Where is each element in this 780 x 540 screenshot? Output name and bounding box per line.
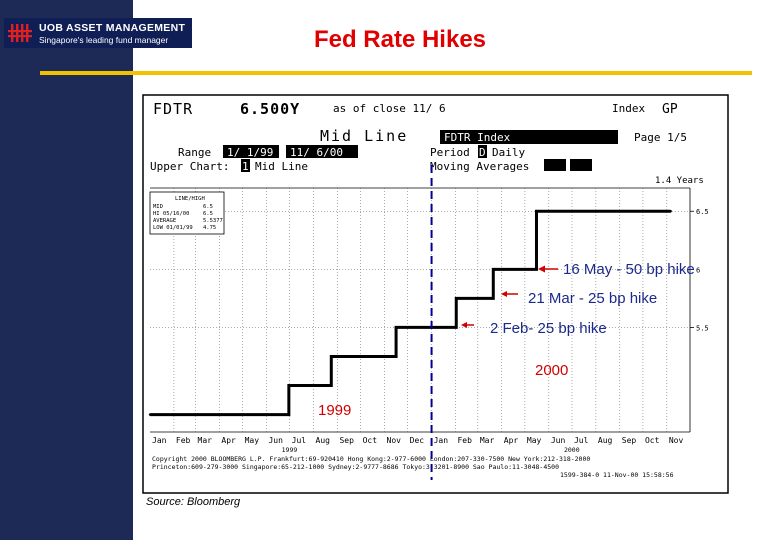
month-tick-label: Jul: [574, 436, 589, 445]
month-tick-label: Sep: [339, 436, 354, 445]
legend-box: [149, 191, 225, 235]
month-tick-label: Aug: [316, 436, 331, 445]
legend-row-label: HI 05/16/00: [153, 211, 189, 217]
uob-logo-icon: [8, 24, 32, 42]
period-value: Daily: [492, 146, 525, 159]
month-tick-label: Dec: [410, 436, 425, 445]
range-to-box: [286, 145, 358, 158]
upper-chart-num-box: [241, 159, 250, 172]
month-tick-label: Jul: [292, 436, 307, 445]
title-rule: [40, 71, 752, 75]
month-tick-label: Nov: [669, 436, 684, 445]
mid-line-label: Mid Line: [320, 127, 408, 145]
month-tick-label: Nov: [387, 436, 402, 445]
month-tick-label: Oct: [645, 436, 660, 445]
month-tick-label: Jan: [434, 436, 449, 445]
upper-chart-label: Upper Chart:: [150, 160, 229, 173]
logo-tagline: Singapore's leading fund manager: [39, 35, 169, 45]
month-tick-label: Jun: [551, 436, 566, 445]
y-tick-label: 6: [696, 266, 700, 274]
moving-averages-label: Moving Averages: [430, 160, 529, 173]
legend-title: LINE/HIGH: [175, 196, 205, 202]
month-tick-label: Feb: [457, 436, 472, 445]
fdtr-step-point: [148, 413, 152, 416]
annotation-feb: 2 Feb- 25 bp hike: [461, 320, 607, 337]
security-box: [440, 130, 618, 144]
ticker-label: FDTR: [153, 100, 193, 118]
security-label: FDTR Index: [444, 131, 511, 144]
month-tick-label: Jan: [152, 436, 167, 445]
annotation-1999: 1999: [318, 402, 351, 419]
legend-row-value: 6.5: [203, 211, 213, 217]
period-label: Period: [430, 146, 470, 159]
month-tick-label: Jun: [268, 436, 283, 445]
month-tick-label: Oct: [363, 436, 378, 445]
month-tick-label: Feb: [176, 436, 191, 445]
month-tick-label: May: [245, 436, 260, 445]
footer-line-3: 1599-384-0 11-Nov-00 15:58:56: [560, 471, 674, 479]
upper-chart-num: 1: [242, 160, 249, 173]
year-label-1999: 1999: [282, 446, 298, 454]
y-tick-label: 5.5: [696, 324, 709, 332]
legend-row-label: LOW 01/01/99: [153, 225, 193, 231]
legend-rows: MID 6.5 HI 05/16/00 6.5 AVERAGE 5.5377 LOW 01/…: [153, 204, 223, 231]
as-of-label: as of close 11/ 6: [333, 102, 446, 115]
annotation-mar-text: 21 Mar - 25 bp hike: [528, 290, 657, 307]
rate-value: 6.500Y: [240, 100, 300, 118]
fdtr-step-point: [669, 210, 672, 213]
annotation-mar: 21 Mar - 25 bp hike: [501, 290, 657, 307]
sidebar-panel: [0, 0, 133, 540]
fdtr-step-point: [535, 210, 538, 213]
upper-chart-value: Mid Line: [255, 160, 308, 173]
legend-row-value: 6.5: [203, 204, 213, 210]
source-label: Source: Bloomberg: [146, 496, 241, 508]
logo-title: UOB ASSET MANAGEMENT: [39, 22, 186, 34]
annotation-2000: 2000: [535, 362, 568, 379]
fdtr-series-line: [150, 209, 671, 417]
fdtr-step-point: [287, 384, 291, 387]
month-tick-label: Mar: [198, 436, 213, 445]
gp-label: GP: [662, 102, 678, 117]
footer-line-1: Copyright 2000 BLOOMBERG L.P. Frankfurt:…: [152, 455, 590, 463]
month-tick-label: Apr: [221, 436, 236, 445]
legend-row-value: 5.5377: [203, 218, 223, 224]
month-tick-label: Sep: [622, 436, 637, 445]
y-tick-label: 6.5: [696, 208, 709, 216]
range-to: 11/ 6/00: [290, 146, 343, 159]
page-label: Page 1/5: [634, 131, 687, 144]
legend-row-label: AVERAGE: [153, 218, 176, 224]
fdtr-step-point: [394, 326, 398, 329]
ma-box-1: [544, 159, 566, 171]
fdtr-step-point: [492, 268, 495, 271]
month-tick-label: May: [527, 436, 542, 445]
plot-area: Jan Feb Mar Apr May Jun Jul Aug Sep Oct Nov Dec Jan F…: [148, 165, 709, 480]
legend-row-value: 4.75: [203, 225, 216, 231]
fdtr-step-point: [330, 355, 333, 358]
month-tick-label: Aug: [598, 436, 613, 445]
years-label: 1.4 Years: [655, 176, 704, 186]
month-tick-label: Apr: [504, 436, 519, 445]
slide-title: Fed Rate Hikes: [313, 26, 487, 53]
annotation-feb-text: 2 Feb- 25 bp hike: [490, 320, 607, 337]
annotation-may: 16 May - 50 bp hike: [538, 261, 695, 278]
month-tick-label: Mar: [480, 436, 495, 445]
range-from-box: [223, 145, 279, 158]
period-code-box: [478, 145, 487, 158]
annotation-may-text: 16 May - 50 bp hike: [563, 261, 695, 278]
company-logo: UOB ASSET MANAGEMENT Singapore's leading…: [4, 18, 192, 48]
ma-box-2: [570, 159, 592, 171]
fdtr-step-point: [455, 297, 458, 300]
terminal-frame: [142, 94, 729, 494]
range-from: 1/ 1/99: [227, 146, 273, 159]
index-label: Index: [612, 102, 645, 115]
footer-line-2: Princeton:609-279-3000 Singapore:65-212-…: [152, 463, 559, 471]
legend-row-label: MID: [153, 204, 163, 210]
year-label-2000: 2000: [564, 446, 580, 454]
period-code: D: [479, 146, 486, 159]
range-label: Range: [178, 146, 211, 159]
